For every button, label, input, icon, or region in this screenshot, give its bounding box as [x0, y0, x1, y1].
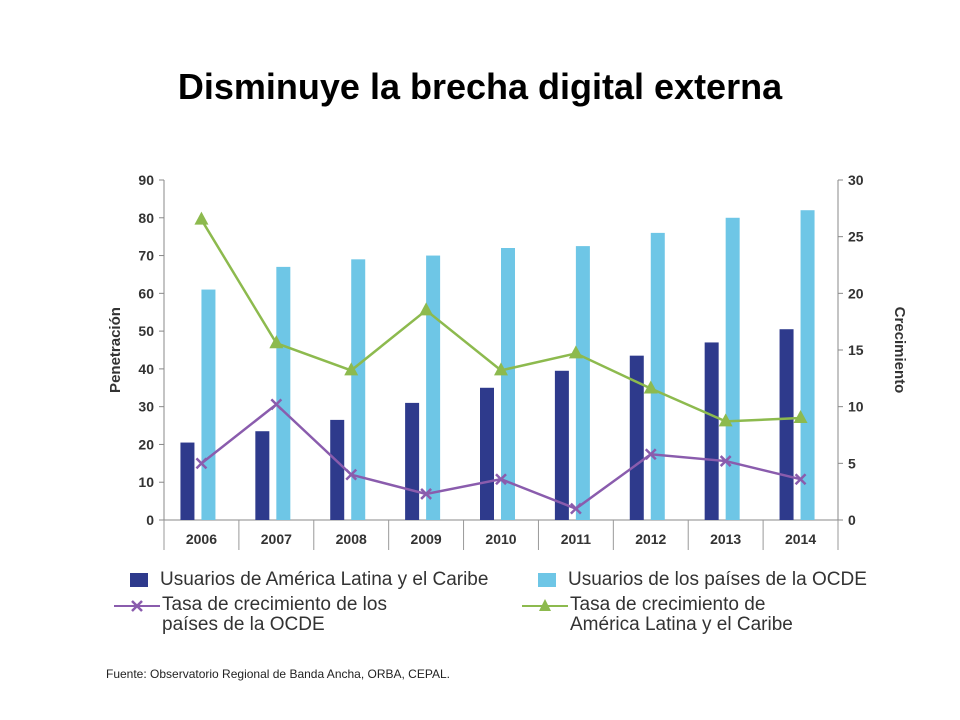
- legend-label-ocde-users: Usuarios de los países de la OCDE: [568, 569, 867, 590]
- point-ocde-growth: [644, 448, 657, 461]
- bar-lac-users: [779, 329, 794, 520]
- point-ocde-growth: [345, 468, 358, 481]
- legend-marker-lac-growth: [522, 599, 568, 611]
- bar-ocde-users: [575, 246, 590, 520]
- bar-ocde-users: [276, 266, 291, 520]
- point-ocde-growth: [719, 455, 732, 467]
- point-ocde-growth: [794, 473, 807, 486]
- y-tick-label-left: 70: [138, 248, 154, 264]
- point-ocde-growth: [195, 457, 208, 470]
- legend-label-lac-growth: Tasa de crecimiento de América Latina y …: [570, 595, 793, 635]
- y-tick-label-right: 15: [848, 342, 864, 358]
- point-lac-growth: [269, 335, 284, 349]
- point-lac-growth: [568, 345, 583, 359]
- y-tick-label-right: 25: [848, 229, 864, 245]
- y-tick-label-left: 10: [138, 474, 154, 490]
- bar-lac-users: [629, 355, 644, 520]
- x-tick-label: 2007: [261, 531, 292, 547]
- page-title: Disminuye la brecha digital externa: [177, 66, 783, 107]
- point-lac-growth: [718, 413, 733, 427]
- point-ocde-growth: [570, 502, 582, 515]
- legend-label-lac-growth-line2: América Latina y el Caribe: [570, 614, 793, 635]
- x-tick-label: 2009: [411, 531, 442, 547]
- y-tick-label-left: 60: [138, 285, 154, 301]
- y-tick-label-left: 0: [146, 512, 154, 528]
- y-tick-label-right: 0: [848, 512, 856, 528]
- y-axis-label-left: Penetración: [107, 307, 124, 393]
- legend-label-ocde-growth: Tasa de crecimiento de los países de la …: [162, 595, 387, 635]
- plot-area: 0 10 20 30 40 50 60 70 80 90 0 5 10 15 20 25 30 2006 2007 2…: [107, 172, 908, 550]
- bar-ocde-users: [650, 232, 665, 520]
- source-note: Fuente: Observatorio Regional de Banda A…: [106, 667, 450, 681]
- x-tick-label: 2013: [710, 531, 741, 547]
- bar-ocde-users: [725, 217, 740, 520]
- legend-label-lac-users: Usuarios de América Latina y el Caribe: [160, 569, 489, 590]
- point-ocde-growth: [270, 398, 283, 411]
- legend-label-lac-growth-line1: Tasa de crecimiento de: [570, 594, 766, 615]
- x-tick-label: 2010: [485, 531, 516, 547]
- y-tick-label-left: 30: [138, 399, 154, 415]
- x-tick-label: 2014: [785, 531, 816, 547]
- point-lac-growth: [194, 211, 209, 225]
- y-tick-label-right: 10: [848, 399, 864, 415]
- legend-label-ocde-growth-line2: países de la OCDE: [162, 614, 325, 635]
- point-lac-growth: [344, 362, 359, 376]
- x-tick-label: 2006: [186, 531, 217, 547]
- y-tick-label-left: 90: [138, 172, 154, 188]
- x-tick-label: 2008: [336, 531, 367, 547]
- point-lac-growth: [793, 410, 808, 423]
- point-lac-growth: [494, 362, 508, 376]
- bar-lac-users: [255, 431, 270, 520]
- point-ocde-growth: [495, 473, 507, 486]
- bar-lac-users: [405, 402, 420, 520]
- bar-lac-users: [330, 419, 345, 520]
- x-tick-label: 2012: [635, 531, 666, 547]
- bar-lac-users: [554, 370, 569, 520]
- legend-label-ocde-growth-line1: Tasa de crecimiento de los: [162, 594, 387, 615]
- point-lac-growth: [643, 380, 658, 394]
- y-tick-label-left: 40: [138, 361, 154, 377]
- y-tick-label-left: 50: [138, 323, 154, 339]
- bar-lac-users: [704, 342, 719, 520]
- y-tick-label-right: 30: [848, 172, 864, 188]
- legend-marker-ocde-growth: [114, 600, 160, 612]
- bar-lac-users: [480, 387, 494, 520]
- y-axis-label-right: Crecimiento: [891, 307, 908, 394]
- bar-ocde-users: [800, 210, 815, 520]
- y-tick-label-left: 80: [138, 210, 154, 226]
- point-lac-growth: [419, 302, 434, 316]
- bar-ocde-users: [501, 248, 515, 520]
- y-tick-label-right: 5: [848, 455, 856, 471]
- legend-swatch-ocde-users: [538, 573, 556, 587]
- bar-lac-users: [180, 442, 195, 520]
- legend-swatch-lac-users: [130, 573, 148, 587]
- y-tick-label-right: 20: [848, 285, 864, 301]
- bar-ocde-users: [351, 259, 366, 520]
- x-tick-label: 2011: [561, 531, 592, 547]
- point-ocde-growth: [420, 488, 432, 500]
- bar-ocde-users: [201, 289, 216, 520]
- y-tick-label-left: 20: [138, 436, 154, 452]
- bar-ocde-users: [426, 255, 441, 521]
